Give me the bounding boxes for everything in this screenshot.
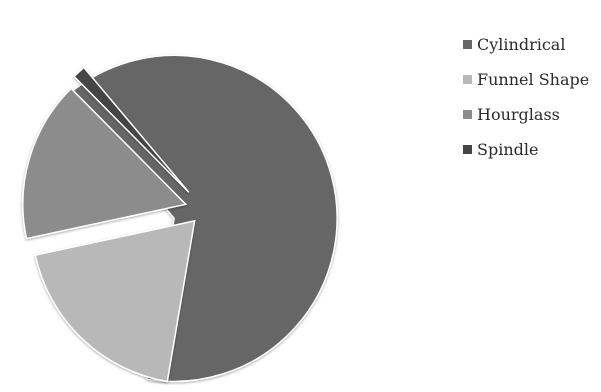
legend-item-cylindrical: Cylindrical xyxy=(463,33,589,56)
legend-label-hourglass: Hourglass xyxy=(477,105,560,124)
legend-item-spindle: Spindle xyxy=(463,138,589,161)
chart-legend: Cylindrical Funnel Shape Hourglass Spind… xyxy=(463,33,589,173)
legend-swatch-cylindrical xyxy=(463,40,472,49)
legend-swatch-spindle xyxy=(463,145,472,154)
legend-label-funnel-shape: Funnel Shape xyxy=(477,70,589,89)
legend-label-cylindrical: Cylindrical xyxy=(477,35,565,54)
legend-swatch-hourglass xyxy=(463,110,472,119)
legend-label-spindle: Spindle xyxy=(477,140,538,159)
legend-swatch-funnel-shape xyxy=(463,75,472,84)
pie-slice-funnel-shape xyxy=(35,221,194,382)
legend-item-funnel-shape: Funnel Shape xyxy=(463,68,589,91)
legend-item-hourglass: Hourglass xyxy=(463,103,589,126)
